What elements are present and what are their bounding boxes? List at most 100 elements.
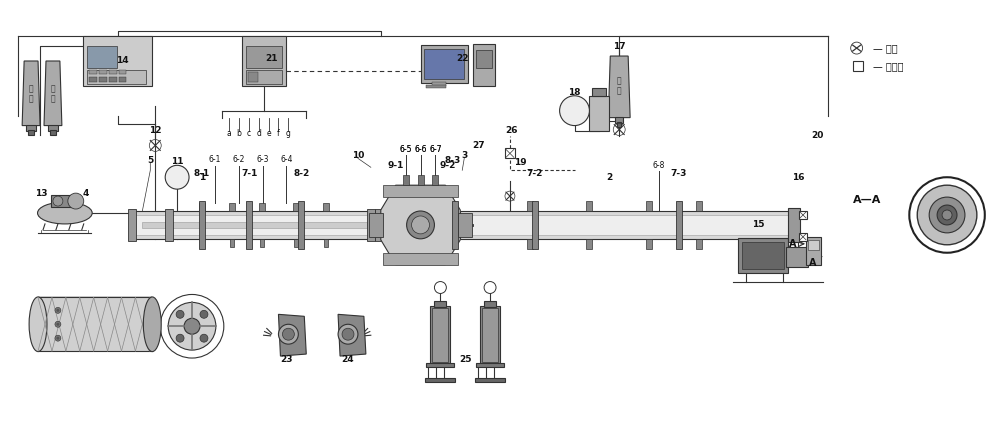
Polygon shape — [338, 314, 366, 356]
Text: 19: 19 — [514, 158, 526, 167]
Text: f: f — [277, 129, 280, 138]
Bar — [426, 85, 446, 88]
Text: 24: 24 — [342, 354, 354, 363]
Text: c: c — [247, 129, 251, 138]
Text: 氮
气: 氮 气 — [617, 76, 622, 96]
Text: 11: 11 — [171, 157, 183, 166]
Bar — [109, 70, 117, 74]
Circle shape — [53, 196, 63, 206]
Bar — [532, 201, 538, 249]
Text: A: A — [789, 239, 797, 249]
Bar — [482, 309, 498, 362]
Text: 14: 14 — [116, 57, 129, 65]
Bar — [242, 36, 286, 86]
Circle shape — [165, 165, 189, 189]
Text: 6-7: 6-7 — [429, 145, 442, 154]
Bar — [853, 61, 863, 71]
Bar — [293, 203, 299, 211]
Bar — [119, 70, 126, 74]
Bar — [424, 49, 464, 79]
Text: 6-4: 6-4 — [280, 155, 293, 164]
Text: e: e — [266, 129, 271, 138]
Bar — [786, 247, 808, 266]
Bar — [615, 116, 623, 122]
Text: 6-5: 6-5 — [399, 145, 412, 154]
Text: 7-3: 7-3 — [671, 169, 687, 178]
Circle shape — [168, 303, 216, 350]
Bar — [383, 253, 458, 265]
Text: 9-1: 9-1 — [387, 161, 404, 170]
Circle shape — [200, 310, 208, 318]
Circle shape — [56, 337, 59, 340]
Bar — [87, 70, 146, 84]
Bar — [109, 77, 117, 82]
Bar — [799, 211, 807, 219]
Bar — [426, 363, 454, 367]
Ellipse shape — [143, 297, 161, 351]
Text: 22: 22 — [456, 54, 468, 62]
Text: 6-7: 6-7 — [429, 145, 442, 154]
Text: 7-1: 7-1 — [241, 169, 258, 178]
Text: 20: 20 — [812, 131, 824, 140]
Circle shape — [55, 321, 61, 327]
Bar — [38, 297, 152, 351]
Bar — [742, 242, 784, 269]
Text: 23: 23 — [280, 354, 293, 363]
Text: 5: 5 — [147, 156, 153, 165]
Bar — [199, 203, 205, 211]
Circle shape — [560, 96, 589, 125]
Bar — [432, 309, 448, 362]
Text: 氢
气: 氢 气 — [29, 84, 33, 103]
Bar — [586, 201, 592, 211]
Bar — [369, 213, 383, 237]
Bar — [375, 209, 383, 241]
Text: 12: 12 — [149, 126, 162, 135]
Bar — [617, 122, 621, 127]
Text: A—A: A—A — [853, 195, 882, 205]
Text: 1: 1 — [199, 173, 205, 182]
Bar — [26, 125, 36, 130]
Polygon shape — [608, 56, 630, 118]
Text: 8-1: 8-1 — [194, 169, 210, 178]
Bar — [230, 239, 234, 247]
Circle shape — [184, 318, 200, 334]
Bar — [89, 70, 97, 74]
Circle shape — [68, 193, 84, 209]
Circle shape — [917, 185, 977, 245]
Text: — 阀门: — 阀门 — [873, 43, 897, 53]
Bar — [806, 237, 821, 265]
Bar — [808, 240, 819, 250]
Ellipse shape — [38, 202, 92, 224]
Circle shape — [55, 307, 61, 313]
Bar — [248, 72, 258, 82]
Bar — [298, 201, 304, 249]
Bar — [383, 185, 458, 197]
Bar — [132, 211, 381, 239]
Bar — [452, 201, 458, 249]
Text: 25: 25 — [459, 354, 471, 363]
Circle shape — [176, 334, 184, 342]
Text: 27: 27 — [472, 141, 484, 150]
Circle shape — [929, 197, 965, 233]
Circle shape — [412, 216, 429, 234]
Circle shape — [484, 281, 496, 294]
Bar — [434, 301, 446, 307]
Bar — [135, 215, 378, 235]
Text: 21: 21 — [265, 54, 278, 62]
Polygon shape — [381, 185, 460, 265]
Polygon shape — [44, 61, 62, 125]
Circle shape — [282, 328, 294, 340]
Circle shape — [942, 210, 952, 220]
Text: 9-2: 9-2 — [439, 161, 456, 170]
Text: 17: 17 — [613, 42, 626, 51]
Bar — [28, 130, 34, 135]
Circle shape — [434, 281, 446, 294]
Bar — [425, 378, 455, 382]
Text: 6-8: 6-8 — [653, 161, 665, 170]
Circle shape — [937, 205, 957, 225]
Bar — [48, 125, 58, 130]
Bar — [430, 306, 450, 364]
Bar — [246, 46, 282, 68]
Circle shape — [56, 309, 59, 312]
Bar — [199, 201, 205, 249]
